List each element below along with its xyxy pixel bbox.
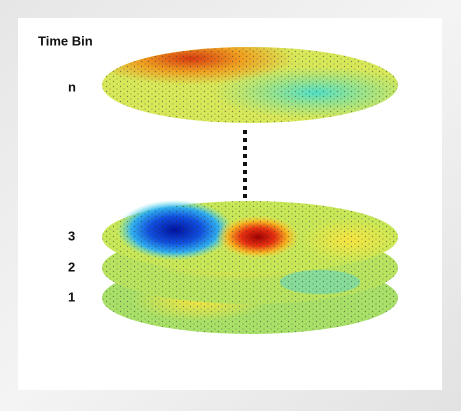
bin-label: 2 <box>68 259 75 274</box>
bin-label: 1 <box>68 289 75 304</box>
disc-n <box>102 47 398 123</box>
axis-title: Time Bin <box>38 33 93 48</box>
page: Time Bin n 3 2 1 (() => { const data = J… <box>0 0 461 411</box>
bin-label: 3 <box>68 228 75 243</box>
bin-label: n <box>68 79 76 94</box>
figure: Time Bin n 3 2 1 <box>0 0 461 411</box>
